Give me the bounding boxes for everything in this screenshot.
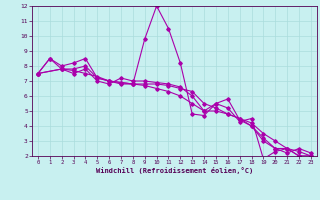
X-axis label: Windchill (Refroidissement éolien,°C): Windchill (Refroidissement éolien,°C) (96, 167, 253, 174)
